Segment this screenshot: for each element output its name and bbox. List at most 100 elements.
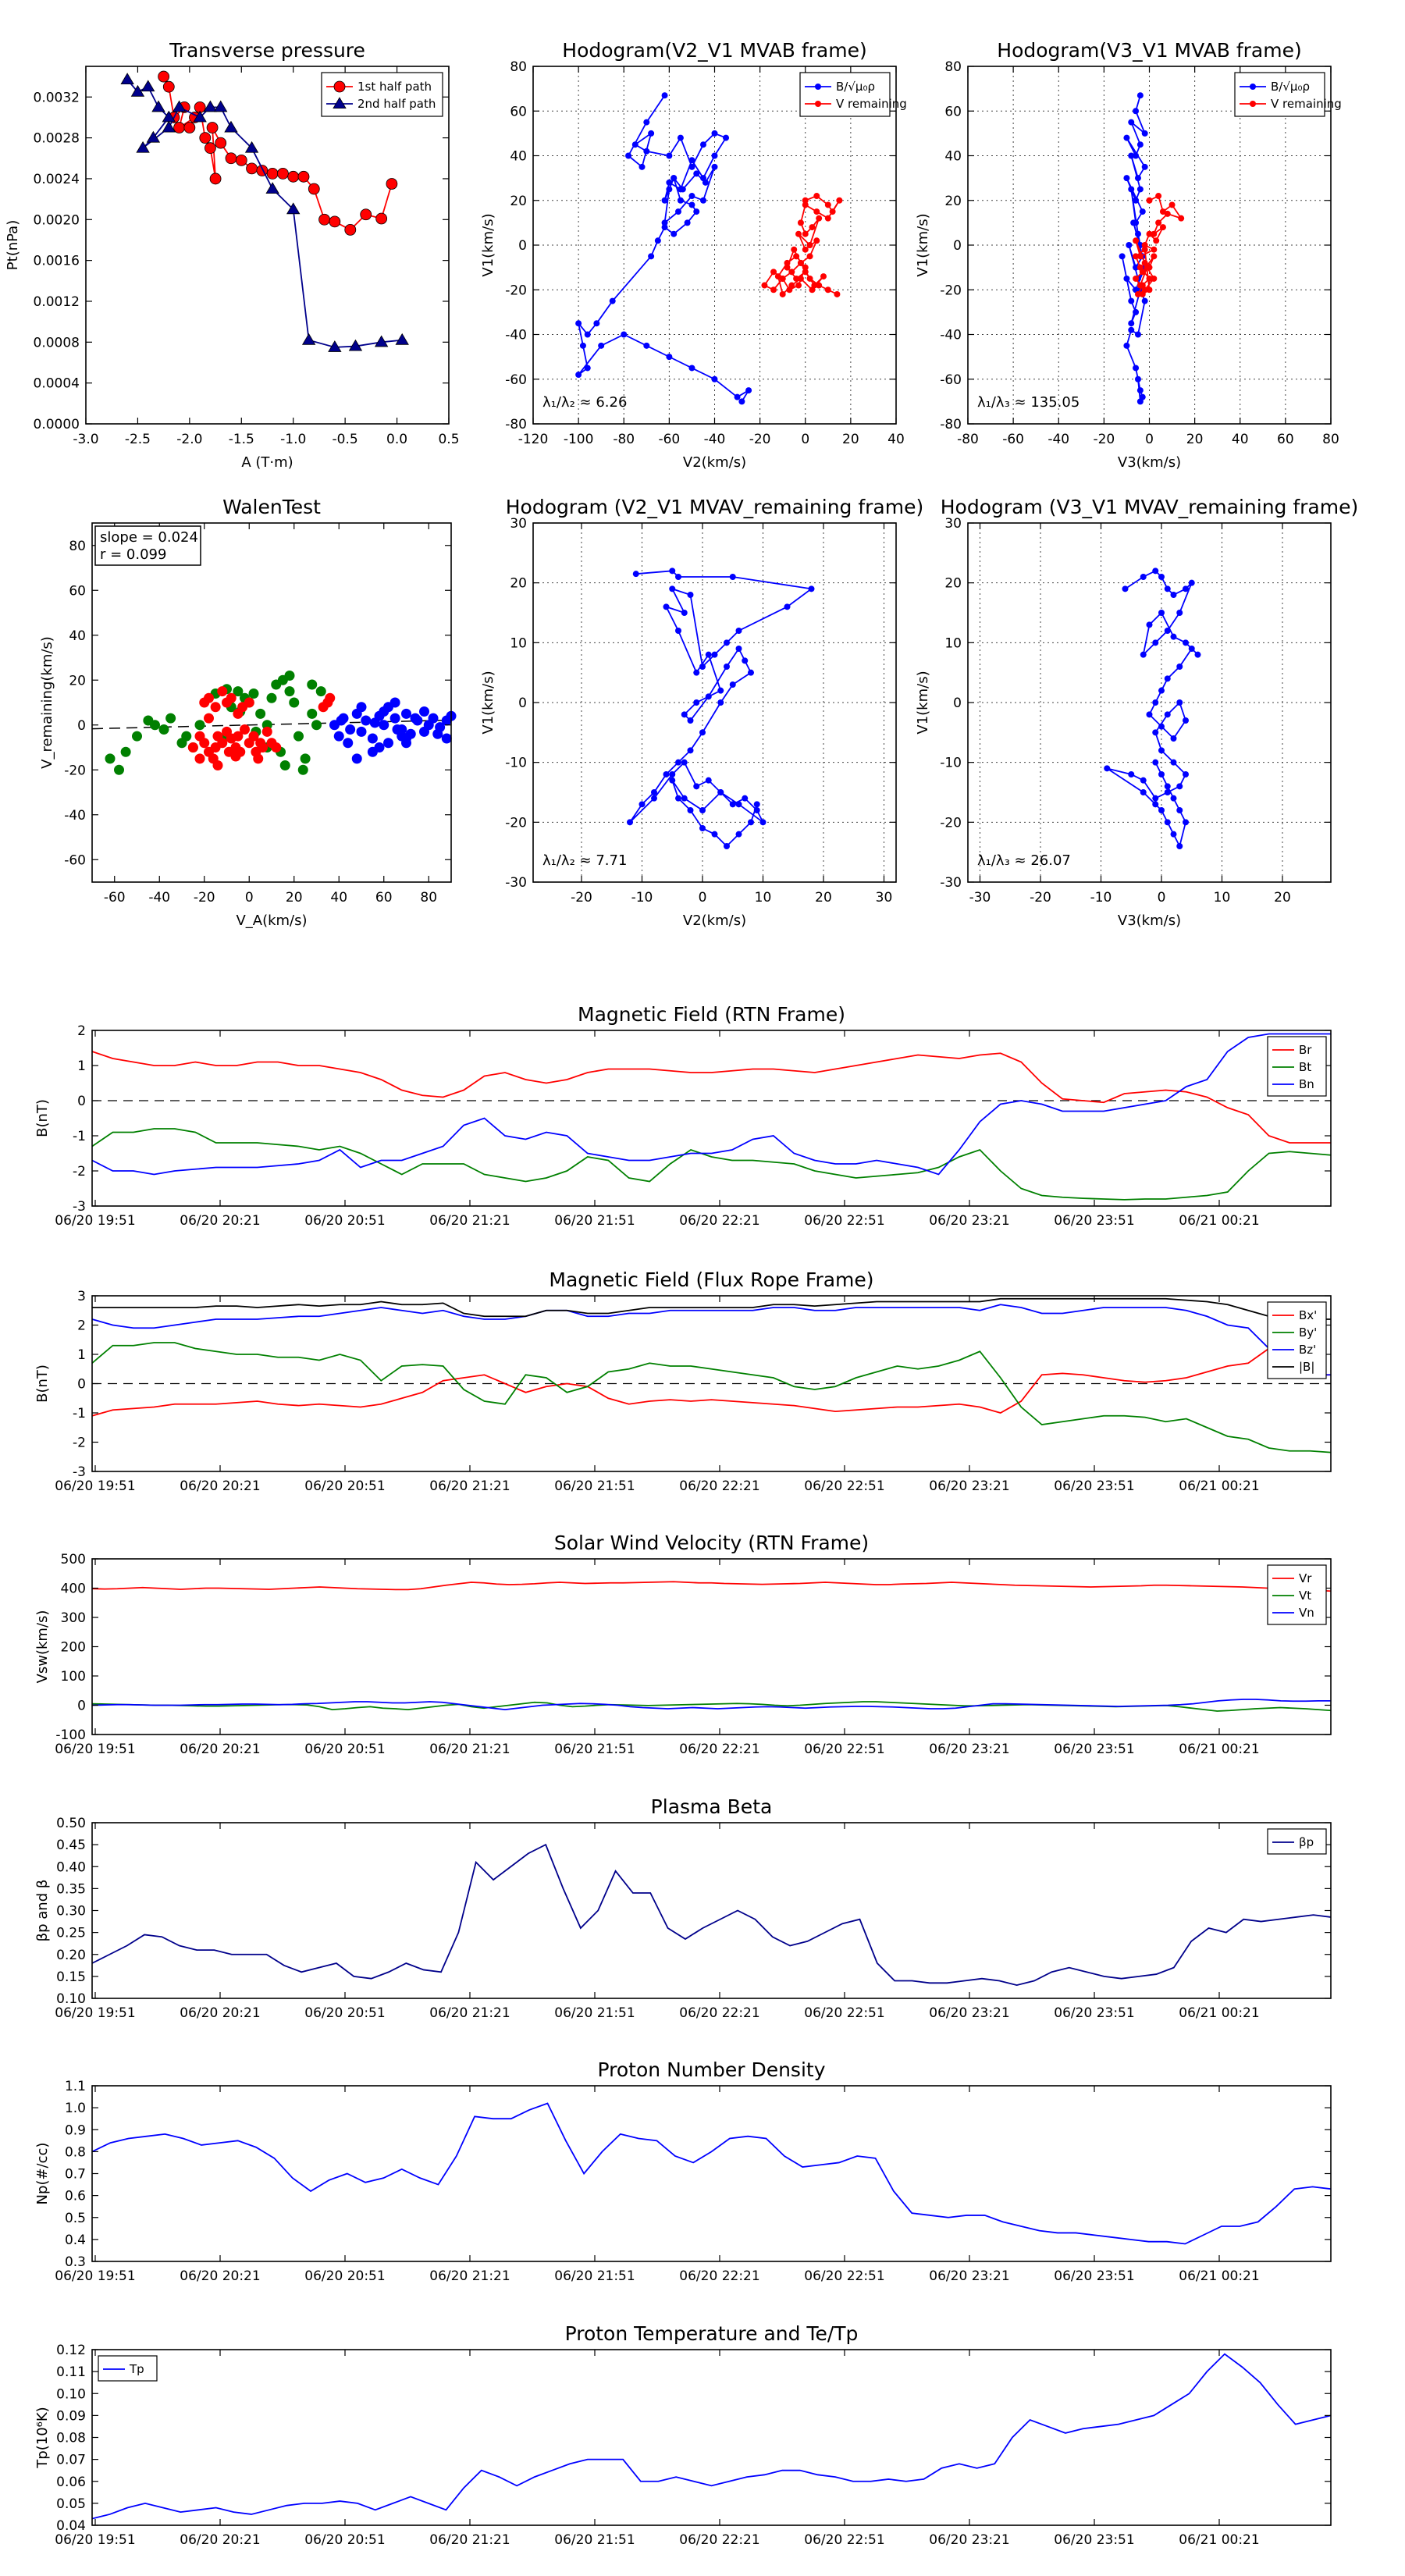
data-point <box>1194 651 1201 658</box>
tick-label-x: 06/20 19:51 <box>55 2268 135 2284</box>
series-line-Vr <box>91 1581 1332 1592</box>
tick-label-y: 0.8 <box>65 2144 86 2160</box>
panel-0: -3.0 -2.5 -2.0 -1.5 -1.0 -0.5 0.0 0.5 0.0000 0.00… <box>5 39 460 471</box>
tick-label-x: 06/20 22:51 <box>804 1478 884 1494</box>
tick-label-y: 0 <box>518 238 527 254</box>
data-point <box>681 759 688 766</box>
tick-label-y: 0.0000 <box>34 417 80 432</box>
tick-label-y: 20 <box>944 194 962 209</box>
data-point <box>1164 210 1171 217</box>
data-point <box>609 297 616 304</box>
tick-label-x: 06/20 23:21 <box>929 2532 1009 2548</box>
tick-label-y: 1.0 <box>65 2101 86 2116</box>
data-point <box>318 213 330 226</box>
tick-label-y: 1 <box>77 1059 86 1074</box>
data-point <box>677 197 684 204</box>
legend-label: Vt <box>1299 1589 1311 1603</box>
legend-label: V remaining <box>1271 97 1342 111</box>
data-point <box>711 375 718 382</box>
tick-label-y: -1 <box>73 1406 86 1421</box>
data-point <box>654 237 661 244</box>
tick-label-y: 0.12 <box>56 2343 86 2358</box>
data-point <box>374 335 389 347</box>
scatter-point <box>361 715 372 726</box>
data-point <box>265 182 279 194</box>
data-point <box>699 664 706 670</box>
tick-label-y: 20 <box>510 194 527 209</box>
data-point <box>1183 639 1189 646</box>
scatter-point <box>300 753 311 764</box>
tick-label-x: 06/20 21:51 <box>554 1742 635 1757</box>
data-point <box>666 186 673 193</box>
tick-label-x: 06/20 21:51 <box>554 1213 635 1229</box>
tick-label-x: 06/20 20:21 <box>180 1478 260 1494</box>
data-point <box>1130 219 1137 226</box>
tick-label-x: 06/20 22:21 <box>679 2532 759 2548</box>
data-point <box>809 224 816 231</box>
tick-label-y: 10 <box>944 635 962 651</box>
timeseries-panel-8: 06/20 19:51 06/20 20:21 06/20 20:51 06/20 2… <box>34 1532 1332 1757</box>
data-point <box>1168 201 1176 208</box>
data-point <box>688 365 695 372</box>
data-point <box>836 197 843 204</box>
data-point <box>1183 717 1189 724</box>
data-point <box>1141 246 1148 253</box>
data-point <box>699 197 706 204</box>
tick-label-x: 06/20 19:51 <box>55 1213 135 1229</box>
data-point <box>214 100 228 112</box>
data-point <box>1176 699 1183 706</box>
timeseries-panel-9-frame <box>91 1822 1332 1999</box>
data-point <box>795 230 802 237</box>
data-point <box>395 333 409 345</box>
tick-label-y: -2 <box>73 1436 86 1451</box>
data-point <box>679 186 686 193</box>
data-point <box>813 237 820 244</box>
tick-label-x: 06/21 00:21 <box>1179 2268 1259 2284</box>
data-point <box>717 687 724 694</box>
data-point <box>675 574 681 580</box>
scatter-point <box>356 702 367 713</box>
data-point <box>687 592 694 598</box>
tick-label-y: 0 <box>77 718 86 734</box>
tick-label-y: 0.07 <box>56 2453 86 2468</box>
stats-text: slope = 0.024 <box>100 529 198 546</box>
data-point <box>797 259 804 266</box>
tick-label-x: 06/20 22:21 <box>679 1478 759 1494</box>
scatter-point <box>255 708 266 719</box>
data-point <box>742 657 749 664</box>
tick-label-y: 0.0032 <box>34 90 80 105</box>
scatter-point <box>233 686 244 697</box>
scatter-point <box>255 738 266 749</box>
scatter-point <box>240 724 250 735</box>
data-point <box>663 603 670 610</box>
data-point <box>1158 687 1165 694</box>
legend-label: 2nd half path <box>357 97 436 111</box>
tick-label-x: 06/20 23:51 <box>1054 2005 1134 2021</box>
data-point <box>802 264 809 271</box>
scatter-point <box>244 697 254 708</box>
tick-label-x: 06/20 21:51 <box>554 2532 635 2548</box>
data-point <box>748 819 754 826</box>
panel-5-frame <box>967 522 1332 883</box>
data-point <box>1170 633 1177 640</box>
data-point <box>1151 253 1158 260</box>
tick-label-y: 80 <box>944 59 962 75</box>
data-point <box>1126 242 1133 248</box>
data-point <box>1146 711 1153 718</box>
data-point <box>1123 342 1130 349</box>
tick-label-x: 06/20 20:21 <box>180 2268 260 2284</box>
tick-label-y: 20 <box>510 576 527 592</box>
tick-label-y: 0 <box>77 1377 86 1393</box>
data-point <box>816 282 823 289</box>
data-point <box>1152 699 1159 706</box>
scatter-point <box>165 713 176 724</box>
chart-title: Proton Temperature and Te/Tp <box>565 2322 859 2345</box>
data-point <box>224 120 238 133</box>
data-point <box>205 142 216 155</box>
data-point <box>711 651 718 658</box>
panel-0-frame <box>85 66 450 425</box>
tick-label-y: 200 <box>61 1640 86 1656</box>
tick-label-x: 06/20 22:21 <box>679 2005 759 2021</box>
tick-label-x: 06/20 19:51 <box>55 1478 135 1494</box>
tick-label-y: 30 <box>944 516 962 532</box>
